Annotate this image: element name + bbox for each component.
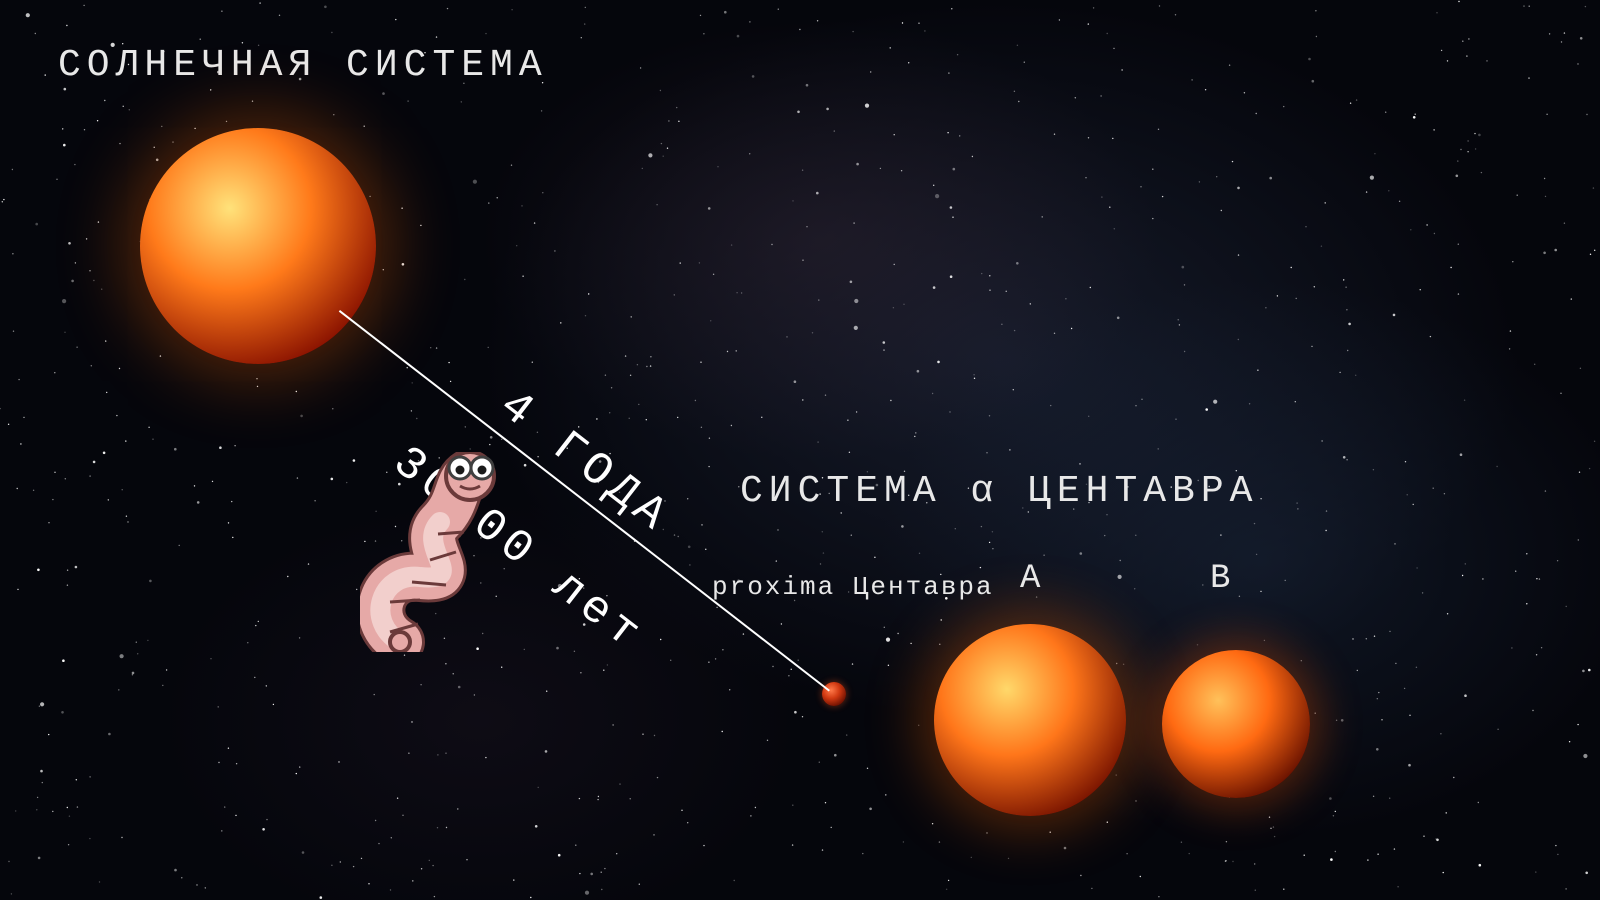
alpha-a-label: A bbox=[1020, 560, 1042, 598]
title-alpha-centauri: СИСТЕМА α ЦЕНТАВРА bbox=[740, 470, 1258, 513]
alpha-b-label: B bbox=[1210, 560, 1232, 598]
alpha-centauri-b-star bbox=[1162, 650, 1310, 798]
proxima-label: proxіma Центавра bbox=[712, 572, 994, 602]
sun-star bbox=[140, 128, 376, 364]
title-solar-system: СОЛНЕЧНАЯ СИСТЕМА bbox=[58, 44, 548, 87]
worm-icon bbox=[360, 452, 530, 652]
alpha-centauri-a-star bbox=[934, 624, 1126, 816]
